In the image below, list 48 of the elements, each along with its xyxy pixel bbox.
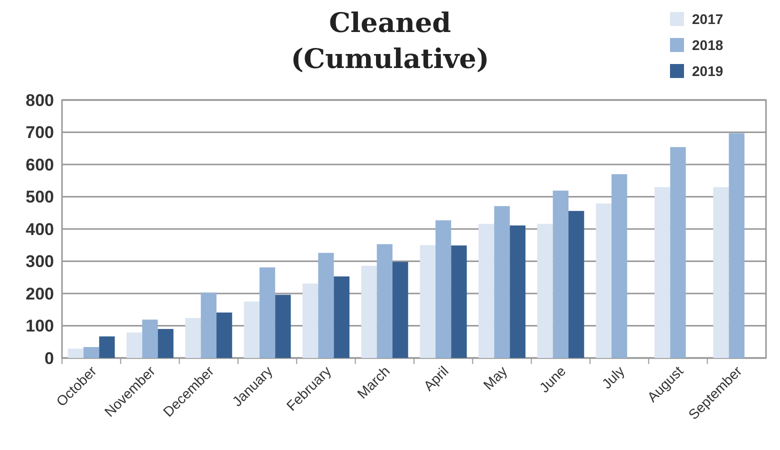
bar <box>84 347 100 358</box>
bar <box>185 318 201 358</box>
bar <box>713 187 729 358</box>
bar <box>275 294 291 358</box>
bar <box>302 284 318 358</box>
legend-label: 2018 <box>692 37 724 53</box>
bar <box>99 336 115 358</box>
y-tick-label: 200 <box>26 284 54 304</box>
bar <box>244 302 260 358</box>
x-tick-label: July <box>598 362 628 392</box>
bar <box>451 245 467 358</box>
bar <box>260 267 276 358</box>
bar <box>670 147 686 358</box>
y-tick-label: 700 <box>26 123 54 142</box>
bar <box>654 187 670 358</box>
bar <box>494 206 510 358</box>
bar <box>537 224 553 358</box>
legend-label: 2017 <box>692 11 724 27</box>
bar <box>216 312 232 358</box>
y-tick-label: 100 <box>26 316 54 336</box>
bar <box>361 266 377 358</box>
bar <box>436 220 452 358</box>
chart-title: Cleaned (Cumulative) <box>290 8 490 75</box>
bar <box>568 210 584 358</box>
bar <box>420 245 436 358</box>
bar <box>392 262 408 358</box>
y-tick-label: 0 <box>44 348 54 368</box>
bar <box>200 292 216 358</box>
x-tick-label: May <box>480 362 510 393</box>
bar <box>318 252 334 358</box>
bar <box>376 244 392 358</box>
bar <box>126 332 142 358</box>
bar <box>68 348 84 358</box>
bar <box>510 225 526 358</box>
bar <box>142 320 158 358</box>
y-tick-label: 300 <box>26 252 54 272</box>
bar <box>612 174 628 358</box>
bar <box>478 224 494 358</box>
y-tick-label: 400 <box>26 220 54 239</box>
bar <box>334 276 350 358</box>
legend-label: 2019 <box>692 63 724 79</box>
bar <box>552 190 568 358</box>
bar <box>596 204 612 358</box>
y-tick-label: 800 <box>26 90 54 110</box>
y-tick-label: 500 <box>26 188 54 207</box>
bar <box>728 133 744 358</box>
y-tick-label: 600 <box>26 155 54 174</box>
bar <box>158 328 174 358</box>
